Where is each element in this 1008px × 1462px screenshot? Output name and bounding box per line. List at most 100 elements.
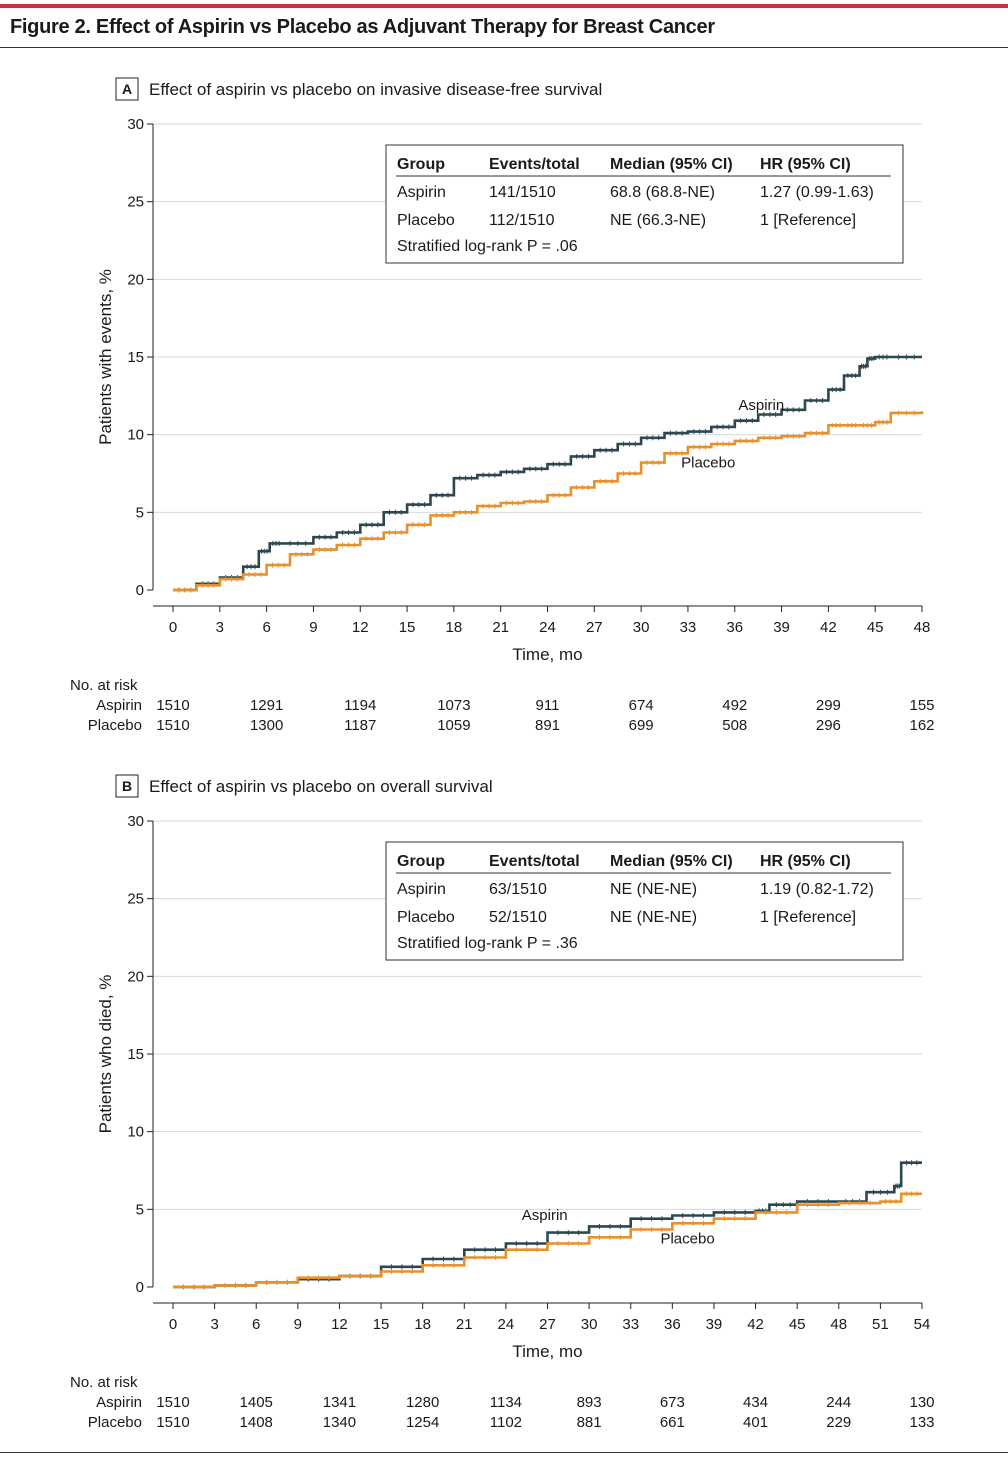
at-risk-value: 434	[743, 1394, 768, 1411]
at-risk-group-label: Aspirin	[96, 697, 142, 714]
at-risk-value: 1510	[156, 697, 189, 714]
at-risk-group-label: Placebo	[88, 717, 142, 734]
at-risk-value: 893	[577, 1394, 602, 1411]
y-tick-label: 5	[136, 1201, 144, 1218]
x-tick-label: 15	[399, 619, 416, 636]
legend-cell: Placebo	[397, 212, 455, 229]
y-tick-label: 30	[127, 813, 144, 830]
x-tick-label: 33	[680, 619, 697, 636]
x-tick-label: 3	[216, 619, 224, 636]
at-risk-value: 1510	[156, 717, 189, 734]
x-tick-label: 3	[210, 1316, 218, 1333]
y-tick-label: 20	[127, 271, 144, 288]
x-tick-label: 48	[914, 619, 931, 636]
bottom-divider	[0, 1452, 1008, 1453]
legend-table: Group Events/total Median (95% CI) HR (95% …	[385, 144, 904, 264]
x-tick-label: 18	[446, 619, 463, 636]
at-risk-value: 244	[826, 1394, 851, 1411]
x-tick-label: 33	[622, 1316, 639, 1333]
legend-header: Median (95% CI)	[610, 853, 733, 870]
at-risk-value: 401	[743, 1414, 768, 1431]
legend-cell: NE (NE-NE)	[610, 881, 697, 898]
series-line-aspirin	[173, 355, 922, 592]
x-tick-label: 6	[252, 1316, 260, 1333]
legend-header: Median (95% CI)	[610, 156, 733, 173]
x-axis-label: Time, mo	[512, 645, 582, 664]
legend-cell: 1.27 (0.99-1.63)	[760, 184, 874, 201]
legend-table: Group Events/total Median (95% CI) HR (95% …	[385, 841, 904, 961]
x-tick-label: 21	[456, 1316, 473, 1333]
at-risk-group-label: Aspirin	[96, 1394, 142, 1411]
x-tick-label: 39	[773, 619, 790, 636]
y-tick-label: 10	[127, 427, 144, 444]
x-tick-label: 12	[352, 619, 369, 636]
x-tick-label: 54	[914, 1316, 931, 1333]
at-risk-value: 1254	[406, 1414, 439, 1431]
legend-header: Group	[397, 853, 445, 870]
panel-title: Effect of aspirin vs placebo on invasive…	[149, 80, 602, 99]
legend-cell: Placebo	[397, 909, 455, 926]
x-tick-label: 21	[492, 619, 509, 636]
x-axis-label: Time, mo	[512, 1342, 582, 1361]
legend-header: Group	[397, 156, 445, 173]
panel-letter: A	[122, 81, 132, 97]
series-label-aspirin: Aspirin	[522, 1207, 568, 1224]
legend-header: HR (95% CI)	[760, 853, 851, 870]
censor-marks-placebo	[182, 1191, 918, 1290]
x-tick-label: 27	[586, 619, 603, 636]
at-risk-value: 891	[535, 717, 560, 734]
at-risk-value: 911	[536, 697, 560, 714]
at-risk-value: 1300	[250, 717, 283, 734]
legend-header: Events/total	[489, 853, 580, 870]
at-risk-value: 661	[660, 1414, 685, 1431]
at-risk-value: 1102	[490, 1414, 522, 1431]
at-risk-value: 1510	[156, 1394, 189, 1411]
y-tick-label: 10	[127, 1124, 144, 1141]
legend-box	[385, 144, 904, 264]
at-risk-value: 1073	[437, 697, 470, 714]
series-label-aspirin: Aspirin	[738, 397, 784, 414]
legend-cell: NE (66.3-NE)	[610, 212, 706, 229]
x-tick-label: 30	[633, 619, 650, 636]
series-line-placebo	[173, 411, 924, 592]
x-tick-label: 9	[309, 619, 317, 636]
at-risk-value: 296	[816, 717, 841, 734]
legend-header: HR (95% CI)	[760, 156, 851, 173]
logrank-text: Stratified log-rank P = .36	[397, 935, 578, 952]
at-risk-table: No. at risk Aspirin 1510 1291 1194 1073 911 674…	[70, 677, 935, 734]
x-tick-label: 9	[294, 1316, 302, 1333]
legend-cell: 1.19 (0.82-1.72)	[760, 881, 874, 898]
x-tick-label: 36	[664, 1316, 681, 1333]
at-risk-value: 229	[826, 1414, 851, 1431]
y-tick-label: 30	[127, 116, 144, 133]
legend-cell: Aspirin	[397, 184, 446, 201]
at-risk-table: No. at risk Aspirin 1510 1405 1341 1280 1134 89…	[70, 1374, 935, 1431]
at-risk-value: 674	[629, 697, 654, 714]
x-tick-label: 42	[820, 619, 837, 636]
x-tick-label: 36	[726, 619, 743, 636]
at-risk-group-label: Placebo	[88, 1414, 142, 1431]
at-risk-value: 881	[577, 1414, 602, 1431]
x-tick-label: 12	[331, 1316, 348, 1333]
at-risk-value: 1510	[156, 1414, 189, 1431]
x-tick-label: 30	[581, 1316, 598, 1333]
title-divider	[0, 47, 1008, 48]
at-risk-value: 155	[909, 697, 934, 714]
at-risk-value: 1340	[323, 1414, 356, 1431]
panel-letter-box	[115, 77, 139, 101]
panel-letter-box	[115, 774, 139, 798]
panel-a: A Effect of aspirin vs placebo on invasiv…	[70, 77, 935, 734]
at-risk-value: 673	[660, 1394, 685, 1411]
at-risk-value: 1341	[323, 1394, 356, 1411]
figure-title: Figure 2. Effect of Aspirin vs Placebo a…	[10, 16, 715, 38]
y-tick-label: 0	[136, 1279, 144, 1296]
x-tick-label: 45	[867, 619, 884, 636]
y-tick-label: 0	[136, 582, 144, 599]
at-risk-value: 299	[816, 697, 841, 714]
at-risk-value: 162	[909, 717, 934, 734]
series-label-placebo: Placebo	[681, 454, 735, 471]
x-tick-label: 24	[498, 1316, 515, 1333]
x-tick-label: 0	[169, 619, 177, 636]
at-risk-value: 1059	[437, 717, 470, 734]
